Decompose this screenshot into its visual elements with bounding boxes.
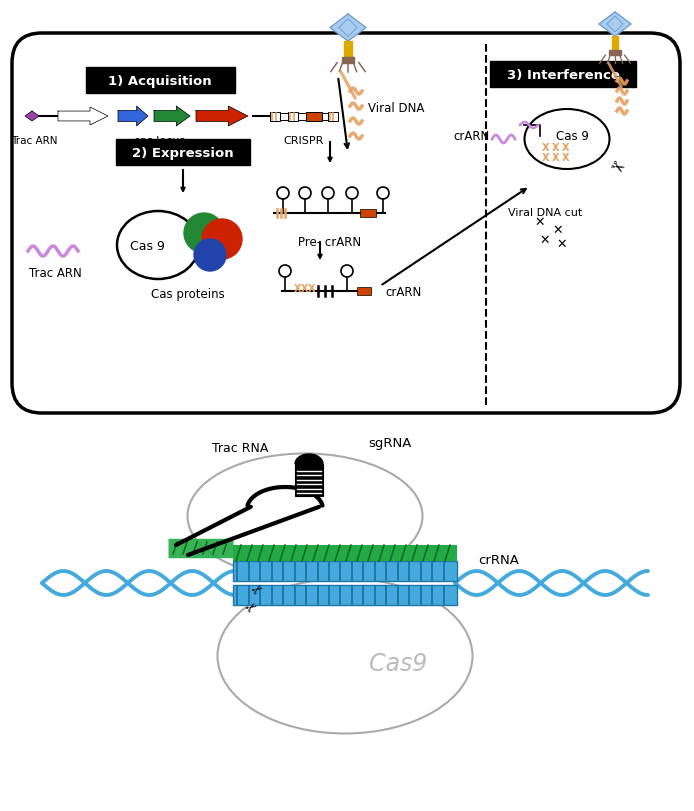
- Text: Pre- crARN: Pre- crARN: [298, 236, 362, 249]
- Text: ✕: ✕: [557, 237, 567, 250]
- Bar: [357, 288, 371, 296]
- Text: X: X: [542, 152, 550, 163]
- Text: CRISPR: CRISPR: [284, 135, 324, 146]
- Polygon shape: [609, 51, 620, 56]
- Ellipse shape: [525, 109, 609, 169]
- Text: X: X: [552, 152, 560, 163]
- Polygon shape: [25, 112, 39, 122]
- Polygon shape: [154, 107, 190, 127]
- Bar: [288, 113, 298, 122]
- Text: ✕: ✕: [535, 215, 545, 228]
- Polygon shape: [330, 15, 366, 42]
- Text: X: X: [308, 284, 316, 294]
- Text: X: X: [542, 143, 550, 152]
- Text: X: X: [552, 143, 560, 152]
- Text: cas locus: cas locus: [135, 135, 185, 146]
- Text: X: X: [562, 143, 570, 152]
- Text: ✕: ✕: [552, 223, 564, 236]
- Text: X: X: [294, 284, 302, 294]
- Ellipse shape: [187, 454, 423, 579]
- Bar: [233, 561, 457, 581]
- Bar: [306, 113, 322, 122]
- Bar: [270, 113, 280, 122]
- Bar: [233, 586, 457, 605]
- FancyBboxPatch shape: [12, 34, 680, 414]
- Text: Cas 9: Cas 9: [556, 131, 589, 144]
- Text: ✕: ✕: [540, 234, 550, 247]
- Bar: [280, 114, 288, 120]
- Polygon shape: [612, 37, 618, 51]
- Text: ✂: ✂: [243, 599, 261, 616]
- Polygon shape: [341, 58, 355, 63]
- Text: Cas 9: Cas 9: [130, 239, 164, 252]
- Text: Viral DNA cut: Viral DNA cut: [508, 208, 582, 217]
- Bar: [360, 210, 376, 217]
- Polygon shape: [58, 108, 108, 126]
- Text: 3) Interference: 3) Interference: [507, 68, 620, 81]
- Text: 1) Acquisition: 1) Acquisition: [108, 75, 212, 88]
- Text: sgRNA: sgRNA: [369, 436, 412, 449]
- FancyBboxPatch shape: [490, 62, 636, 88]
- Text: Cas9: Cas9: [369, 651, 427, 676]
- Bar: [328, 113, 338, 122]
- Polygon shape: [344, 42, 352, 58]
- Polygon shape: [118, 107, 148, 127]
- FancyBboxPatch shape: [86, 68, 235, 94]
- Ellipse shape: [217, 579, 473, 734]
- Polygon shape: [599, 13, 631, 37]
- Polygon shape: [295, 454, 323, 465]
- Text: 2) Expression: 2) Expression: [132, 146, 234, 159]
- Text: crARN: crARN: [385, 285, 421, 298]
- Text: crARN: crARN: [454, 131, 490, 144]
- Bar: [298, 114, 306, 120]
- Bar: [295, 465, 323, 496]
- Text: Trac ARN: Trac ARN: [10, 135, 57, 146]
- Text: ✂: ✂: [249, 580, 266, 599]
- Text: Trac ARN: Trac ARN: [28, 267, 81, 280]
- FancyBboxPatch shape: [116, 139, 250, 165]
- Text: Trac RNA: Trac RNA: [212, 441, 268, 454]
- Text: X: X: [562, 152, 570, 163]
- Polygon shape: [196, 107, 248, 127]
- Text: Viral DNA: Viral DNA: [368, 102, 424, 115]
- Ellipse shape: [117, 212, 199, 280]
- Text: X: X: [301, 284, 309, 294]
- Text: ✂: ✂: [607, 156, 627, 178]
- Circle shape: [202, 220, 242, 260]
- Circle shape: [184, 214, 224, 254]
- Circle shape: [194, 240, 226, 272]
- Text: Cas proteins: Cas proteins: [151, 288, 225, 301]
- Text: crRNA: crRNA: [478, 553, 519, 566]
- Bar: [322, 114, 328, 120]
- Bar: [233, 545, 457, 561]
